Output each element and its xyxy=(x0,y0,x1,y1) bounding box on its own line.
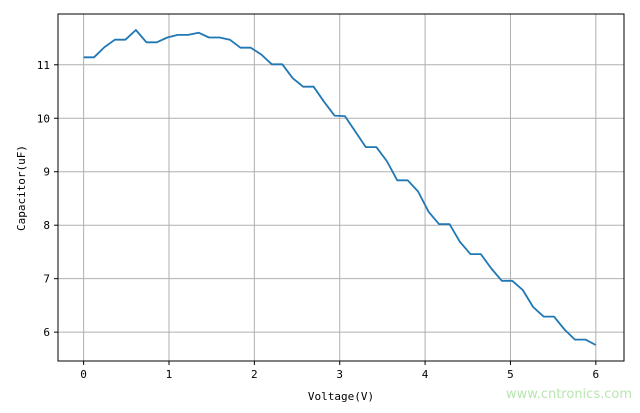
y-tick-label: 8 xyxy=(43,219,50,232)
axis-ticks: 0 1 2 3 4 5 6 6 7 8 9 10 11 xyxy=(37,59,599,381)
x-tick-label: 1 xyxy=(166,368,173,381)
y-tick-label: 7 xyxy=(43,273,50,286)
watermark: www.cntronics.com xyxy=(506,387,632,402)
x-tick-label: 3 xyxy=(336,368,343,381)
series-line xyxy=(83,29,597,346)
y-axis-label: Capacitor(uF) xyxy=(15,145,28,231)
x-tick-label: 2 xyxy=(251,368,258,381)
x-axis-label: Voltage(V) xyxy=(308,390,374,403)
x-tick-label: 5 xyxy=(507,368,514,381)
x-tick-label: 4 xyxy=(422,368,429,381)
x-tick-label: 0 xyxy=(80,368,87,381)
y-tick-label: 6 xyxy=(43,326,50,339)
plot-area-frame xyxy=(57,13,625,362)
grid xyxy=(58,14,624,361)
y-tick-label: 10 xyxy=(37,112,50,125)
y-tick-label: 11 xyxy=(37,59,50,72)
y-tick-label: 9 xyxy=(43,166,50,179)
x-tick-label: 6 xyxy=(593,368,600,381)
